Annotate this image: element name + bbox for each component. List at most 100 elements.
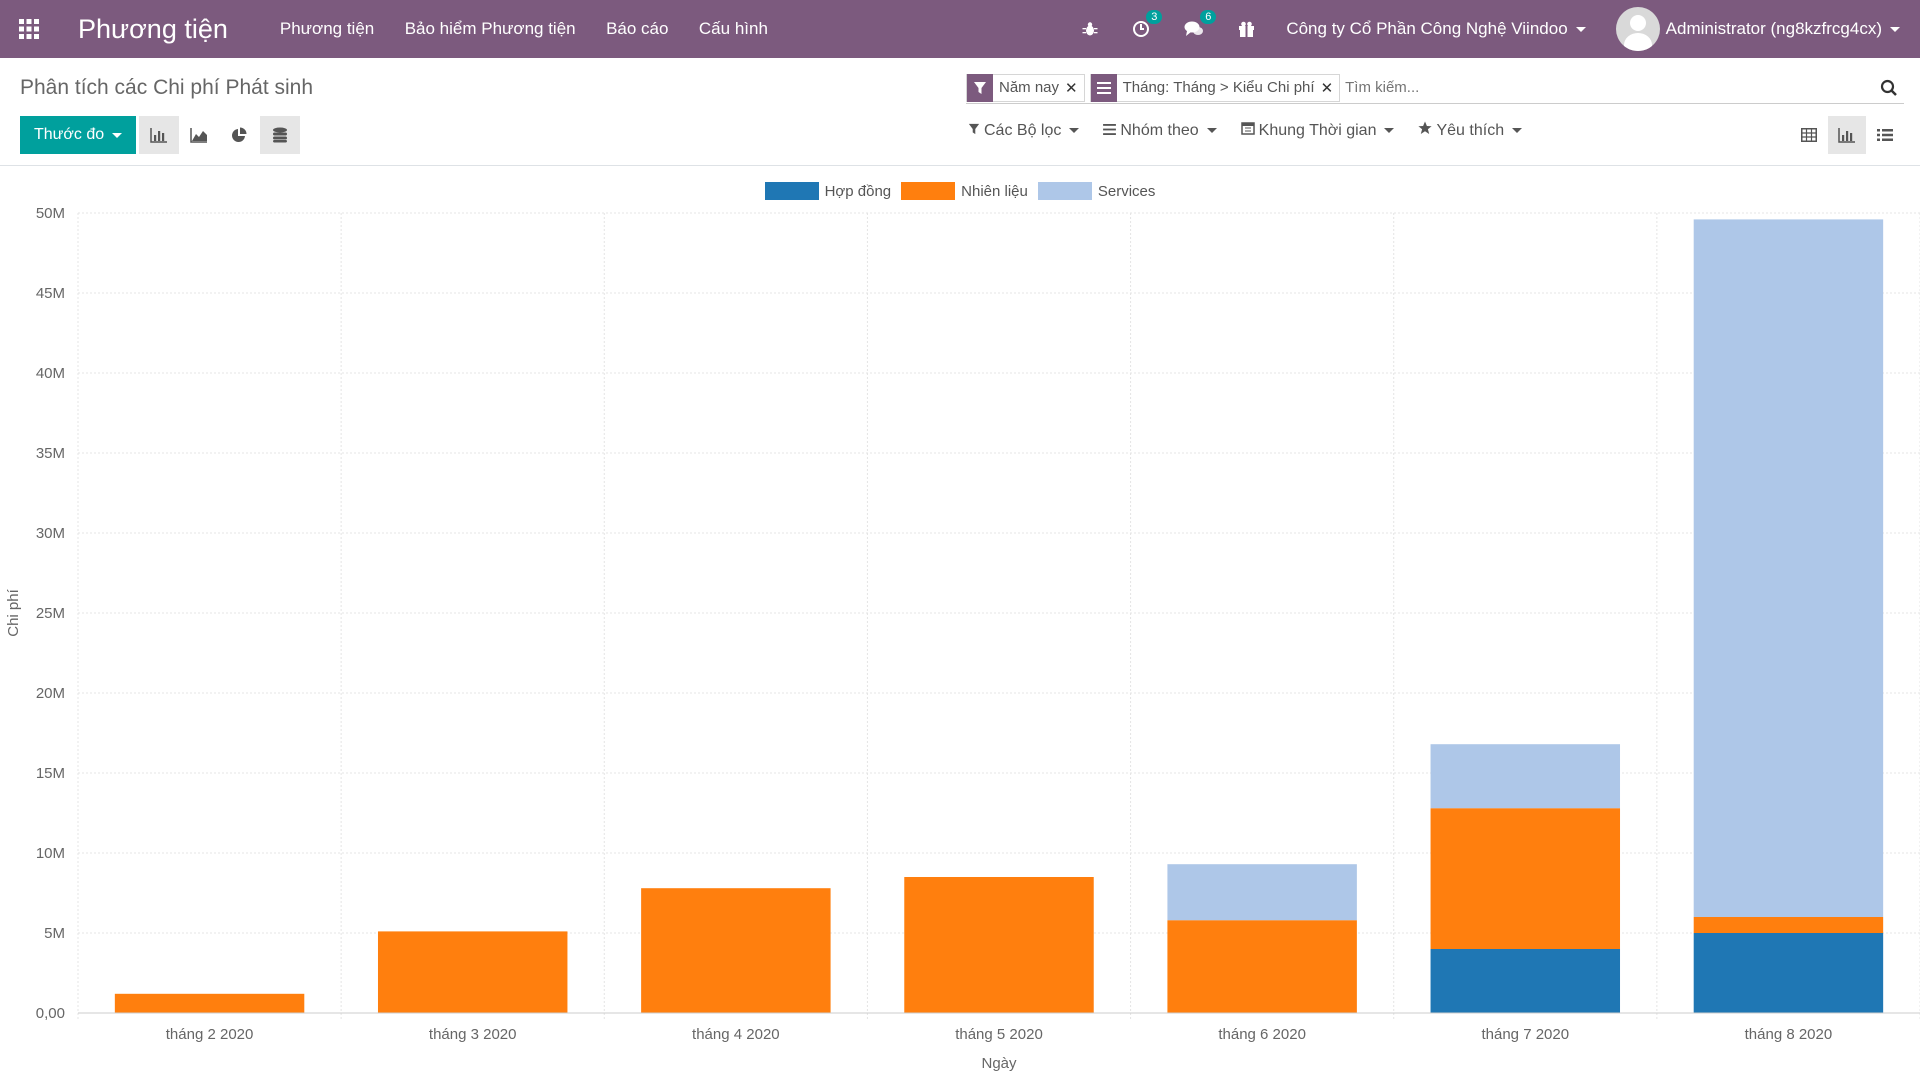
bar-segment [1167,920,1357,1013]
chevron-down-icon [1384,128,1395,133]
favorites-dropdown[interactable]: Yêu thích [1418,121,1523,140]
filter-icon [968,122,980,140]
legend-label: Services [1097,182,1156,200]
line-chart-icon[interactable] [179,116,219,154]
bar-segment [1693,219,1884,917]
apps-menu-icon[interactable] [0,0,58,58]
legend-swatch [764,182,819,200]
remove-facet-icon[interactable]: ✕ [1065,79,1078,97]
activity-count-badge: 3 [1146,10,1163,24]
graph-view: 0,00 5M 10M 15M 20M 25M 30M 35M 40M 45M 50M tháng 2… [0,170,1920,1080]
y-tick-label: 30M [36,525,65,542]
timerange-label: Khung Thời gian [1258,121,1377,139]
y-tick-label: 35M [36,445,65,462]
bar-segment [377,931,568,1013]
bar-chart-icon[interactable] [139,116,179,154]
chart-legend: Hợp đồng Nhiên liệu Services [0,182,1920,200]
timerange-dropdown[interactable]: Khung Thời gian [1240,121,1395,140]
message-count-badge: 6 [1200,10,1217,24]
legend-label: Hợp đồng [824,182,892,200]
search-bar: Năm nay ✕ Tháng: Tháng > Kiểu Chi phí ✕ [966,72,1904,104]
x-tick-label: tháng 5 2020 [955,1026,1043,1043]
bar-chart: 0,00 5M 10M 15M 20M 25M 30M 35M 40M 45M 50M tháng 2… [5,205,1920,1072]
page-title: Phân tích các Chi phí Phát sinh [20,76,314,99]
favorites-label: Yêu thích [1436,121,1505,139]
y-tick-label: 40M [36,365,65,382]
chevron-down-icon [1206,128,1217,133]
groupby-dropdown[interactable]: Nhóm theo [1103,121,1217,140]
y-tick-label: 45M [36,285,65,302]
y-axis-title: Chi phí [5,588,22,636]
measures-label: Thước đo [34,126,105,143]
legend-item-fuel[interactable]: Nhiên liệu [901,182,1028,200]
list-view-icon[interactable] [1866,116,1904,154]
y-tick-label: 10M [36,845,65,862]
search-icon[interactable] [1874,73,1904,103]
y-tick-label: 50M [36,205,65,222]
bug-icon[interactable] [1082,21,1098,37]
graph-view-icon[interactable] [1828,116,1866,154]
stacked-icon[interactable] [260,116,300,154]
pivot-view-icon[interactable] [1790,116,1828,154]
user-menu[interactable]: Administrator (ng8kzfrcg4cx) [1615,7,1900,51]
groupby-bars-icon [1090,73,1117,102]
gift-icon[interactable] [1238,21,1255,38]
y-tick-label: 25M [36,605,65,622]
bar-segment [1167,864,1357,921]
avatar [1615,7,1660,51]
chevron-down-icon [1069,128,1080,133]
user-name: Administrator (ng8kzfrcg4cx) [1665,19,1882,38]
groupby-bars-icon [1103,122,1117,140]
legend-swatch [1037,182,1092,200]
legend-label: Nhiên liệu [961,182,1028,200]
facet-value: Năm nay [999,79,1060,96]
groupby-label: Nhóm theo [1120,121,1199,139]
bar-segment [1430,949,1621,1013]
x-tick-label: tháng 2 2020 [166,1026,254,1043]
navbar-right: 3 6 Công ty Cổ Phần Công Nghệ Viindoo Ad… [1065,0,1920,58]
chevron-down-icon [1575,27,1586,33]
x-tick-label: tháng 4 2020 [692,1026,780,1043]
app-title[interactable]: Phương tiện [78,13,228,44]
company-name: Công ty Cổ Phần Công Nghệ Viindoo [1286,19,1568,38]
main-menu: Phương tiện Bảo hiểm Phương tiện Báo cáo… [280,19,794,39]
x-axis-title: Ngày [981,1055,1017,1072]
y-tick-label: 20M [36,685,65,702]
remove-facet-icon[interactable]: ✕ [1320,79,1334,97]
menu-item-reporting[interactable]: Báo cáo [606,19,669,38]
bar-segment [904,877,1094,1013]
bar-segment [1430,808,1621,949]
filter-icon [967,73,993,102]
menu-item-vehicles[interactable]: Phương tiện [279,19,375,38]
menu-item-configuration[interactable]: Cấu hình [698,19,768,38]
star-icon [1418,121,1433,140]
legend-item-services[interactable]: Services [1037,182,1156,200]
bar-segment [641,888,831,1013]
messages-icon[interactable]: 6 [1184,10,1217,38]
chevron-down-icon [1512,128,1523,133]
activity-clock-icon[interactable]: 3 [1132,10,1163,38]
x-tick-label: tháng 8 2020 [1745,1026,1833,1043]
menu-item-vehicle-insurance[interactable]: Bảo hiểm Phương tiện [404,19,576,38]
top-navbar: Phương tiện Phương tiện Bảo hiểm Phương … [0,0,1920,58]
bar-segment [114,993,305,1013]
search-facet-filter: Năm nay ✕ [966,73,1085,102]
x-tick-label: tháng 6 2020 [1218,1026,1306,1043]
facet-value: Tháng: Tháng > Kiểu Chi phí [1122,79,1315,96]
x-tick-label: tháng 7 2020 [1481,1026,1569,1043]
pie-chart-icon[interactable] [219,116,259,154]
company-switcher[interactable]: Công ty Cổ Phần Công Nghệ Viindoo [1286,19,1586,39]
chevron-down-icon [1890,26,1900,32]
filters-dropdown[interactable]: Các Bộ lọc [968,121,1080,140]
search-options: Các Bộ lọc Nhóm theo Khung Thời gian Yêu… [968,121,1546,140]
search-input[interactable] [1345,79,1874,96]
legend-item-contract[interactable]: Hợp đồng [764,182,892,200]
bar-segment [1430,744,1621,809]
filters-label: Các Bộ lọc [984,121,1062,139]
legend-swatch [901,182,956,200]
y-tick-label: 5M [44,925,65,942]
measures-dropdown-button[interactable]: Thước đo [20,116,137,154]
calendar-icon [1240,121,1255,140]
chevron-down-icon [112,132,123,138]
bar-segment [1693,917,1884,933]
